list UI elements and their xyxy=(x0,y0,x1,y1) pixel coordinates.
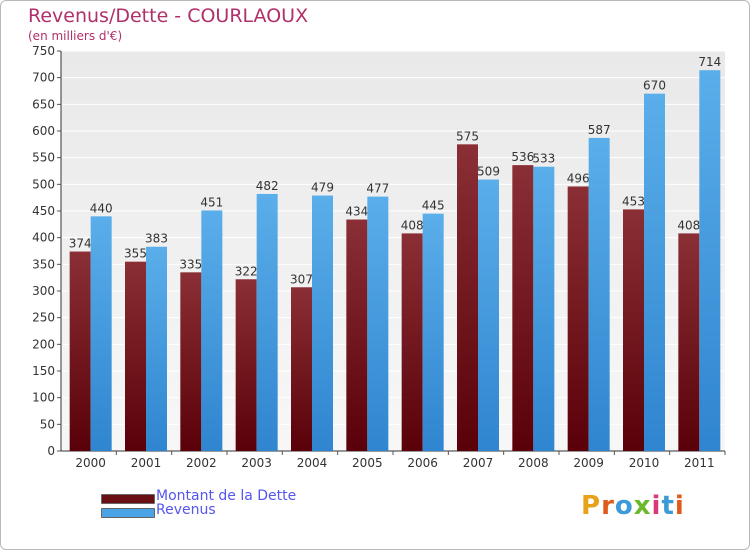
y-tick-label: 450 xyxy=(32,204,55,218)
bar-debt xyxy=(401,233,423,451)
bar-debt xyxy=(180,272,202,451)
logo-letter: x xyxy=(633,491,652,521)
bar-debt xyxy=(567,186,589,451)
x-tick-label: 2011 xyxy=(684,456,715,470)
data-label-revenue: 587 xyxy=(588,123,611,137)
data-label-debt: 408 xyxy=(401,218,424,232)
bar-debt xyxy=(291,287,312,451)
data-label-revenue: 509 xyxy=(477,165,500,179)
data-label-revenue: 451 xyxy=(200,195,223,209)
x-tick-label: 2007 xyxy=(463,456,494,470)
data-label-revenue: 533 xyxy=(532,152,555,166)
data-label-revenue: 482 xyxy=(256,179,279,193)
bar-debt xyxy=(678,233,700,451)
bar-debt xyxy=(346,219,368,451)
logo-letter: P xyxy=(581,491,602,521)
y-tick-label: 500 xyxy=(32,177,55,191)
bar-debt xyxy=(69,251,91,451)
bar-debt xyxy=(623,209,644,451)
bar-debt xyxy=(125,261,146,451)
y-tick-label: 300 xyxy=(32,284,55,298)
bar-revenue xyxy=(588,137,610,451)
data-label-debt: 335 xyxy=(179,257,202,271)
data-label-debt: 322 xyxy=(235,264,258,278)
proxiti-logo: Proxiti xyxy=(581,491,685,521)
x-tick-label: 2010 xyxy=(629,456,660,470)
chart-subtitle: (en milliers d'€) xyxy=(28,29,123,43)
bar-revenue xyxy=(256,193,278,451)
plot-area xyxy=(61,51,725,451)
data-label-debt: 408 xyxy=(677,218,700,232)
bar-debt xyxy=(235,279,257,451)
y-tick-label: 200 xyxy=(32,337,55,351)
data-label-debt: 355 xyxy=(124,247,147,261)
logo-letter: t xyxy=(661,491,675,521)
x-tick-label: 2008 xyxy=(518,456,549,470)
data-label-revenue: 440 xyxy=(90,201,113,215)
y-tick-label: 0 xyxy=(47,444,55,458)
x-tick-label: 2002 xyxy=(186,456,217,470)
data-label-revenue: 445 xyxy=(422,199,445,213)
logo-letter: i xyxy=(651,491,662,521)
bar-revenue xyxy=(478,179,499,452)
bar-revenue xyxy=(201,210,223,451)
logo-letter: i xyxy=(674,491,685,521)
y-tick-label: 100 xyxy=(32,391,55,405)
data-label-debt: 307 xyxy=(290,272,313,286)
y-tick-label: 150 xyxy=(32,364,55,378)
data-label-debt: 496 xyxy=(567,171,590,185)
y-tick-label: 600 xyxy=(32,124,55,138)
y-tick-label: 50 xyxy=(40,417,55,431)
bar-debt xyxy=(457,144,478,452)
y-tick-label: 400 xyxy=(32,231,55,245)
logo-letter: r xyxy=(601,491,615,521)
y-tick-label: 700 xyxy=(32,71,55,85)
legend-label-debt: Montant de la Dette xyxy=(156,488,297,504)
data-label-debt: 575 xyxy=(456,129,479,143)
legend-swatch-debt xyxy=(101,494,155,504)
legend-label-revenue: Revenus xyxy=(156,502,216,518)
data-label-debt: 453 xyxy=(622,194,645,208)
bar-debt xyxy=(512,165,534,451)
data-label-revenue: 714 xyxy=(698,55,721,69)
y-tick-label: 550 xyxy=(32,151,55,165)
data-label-debt: 536 xyxy=(511,150,534,164)
y-tick-label: 250 xyxy=(32,311,55,325)
logo-letter: o xyxy=(614,491,634,521)
bar-revenue xyxy=(644,93,665,452)
data-label-revenue: 477 xyxy=(366,182,389,196)
chart-title: Revenus/Dette - COURLAOUX xyxy=(28,5,309,27)
y-tick-label: 350 xyxy=(32,257,55,271)
x-tick-label: 2001 xyxy=(131,456,162,470)
bar-revenue xyxy=(90,216,112,451)
y-tick-label: 650 xyxy=(32,97,55,111)
bar-revenue xyxy=(699,70,721,451)
x-tick-label: 2005 xyxy=(352,456,383,470)
data-label-revenue: 383 xyxy=(145,232,168,246)
x-tick-label: 2003 xyxy=(241,456,272,470)
y-tick-label: 750 xyxy=(32,44,55,58)
bar-revenue xyxy=(146,246,167,451)
bar-revenue xyxy=(422,213,444,451)
bar-revenue xyxy=(367,196,389,451)
data-label-revenue: 479 xyxy=(311,181,334,195)
data-label-revenue: 670 xyxy=(643,79,666,93)
bar-revenue xyxy=(312,195,333,451)
bar-revenue xyxy=(533,166,555,451)
data-label-debt: 374 xyxy=(69,237,92,251)
x-tick-label: 2006 xyxy=(407,456,438,470)
x-tick-label: 2009 xyxy=(573,456,604,470)
data-label-debt: 434 xyxy=(345,205,368,219)
x-tick-label: 2000 xyxy=(75,456,106,470)
legend-swatch-revenue xyxy=(101,508,155,518)
x-tick-label: 2004 xyxy=(297,456,328,470)
